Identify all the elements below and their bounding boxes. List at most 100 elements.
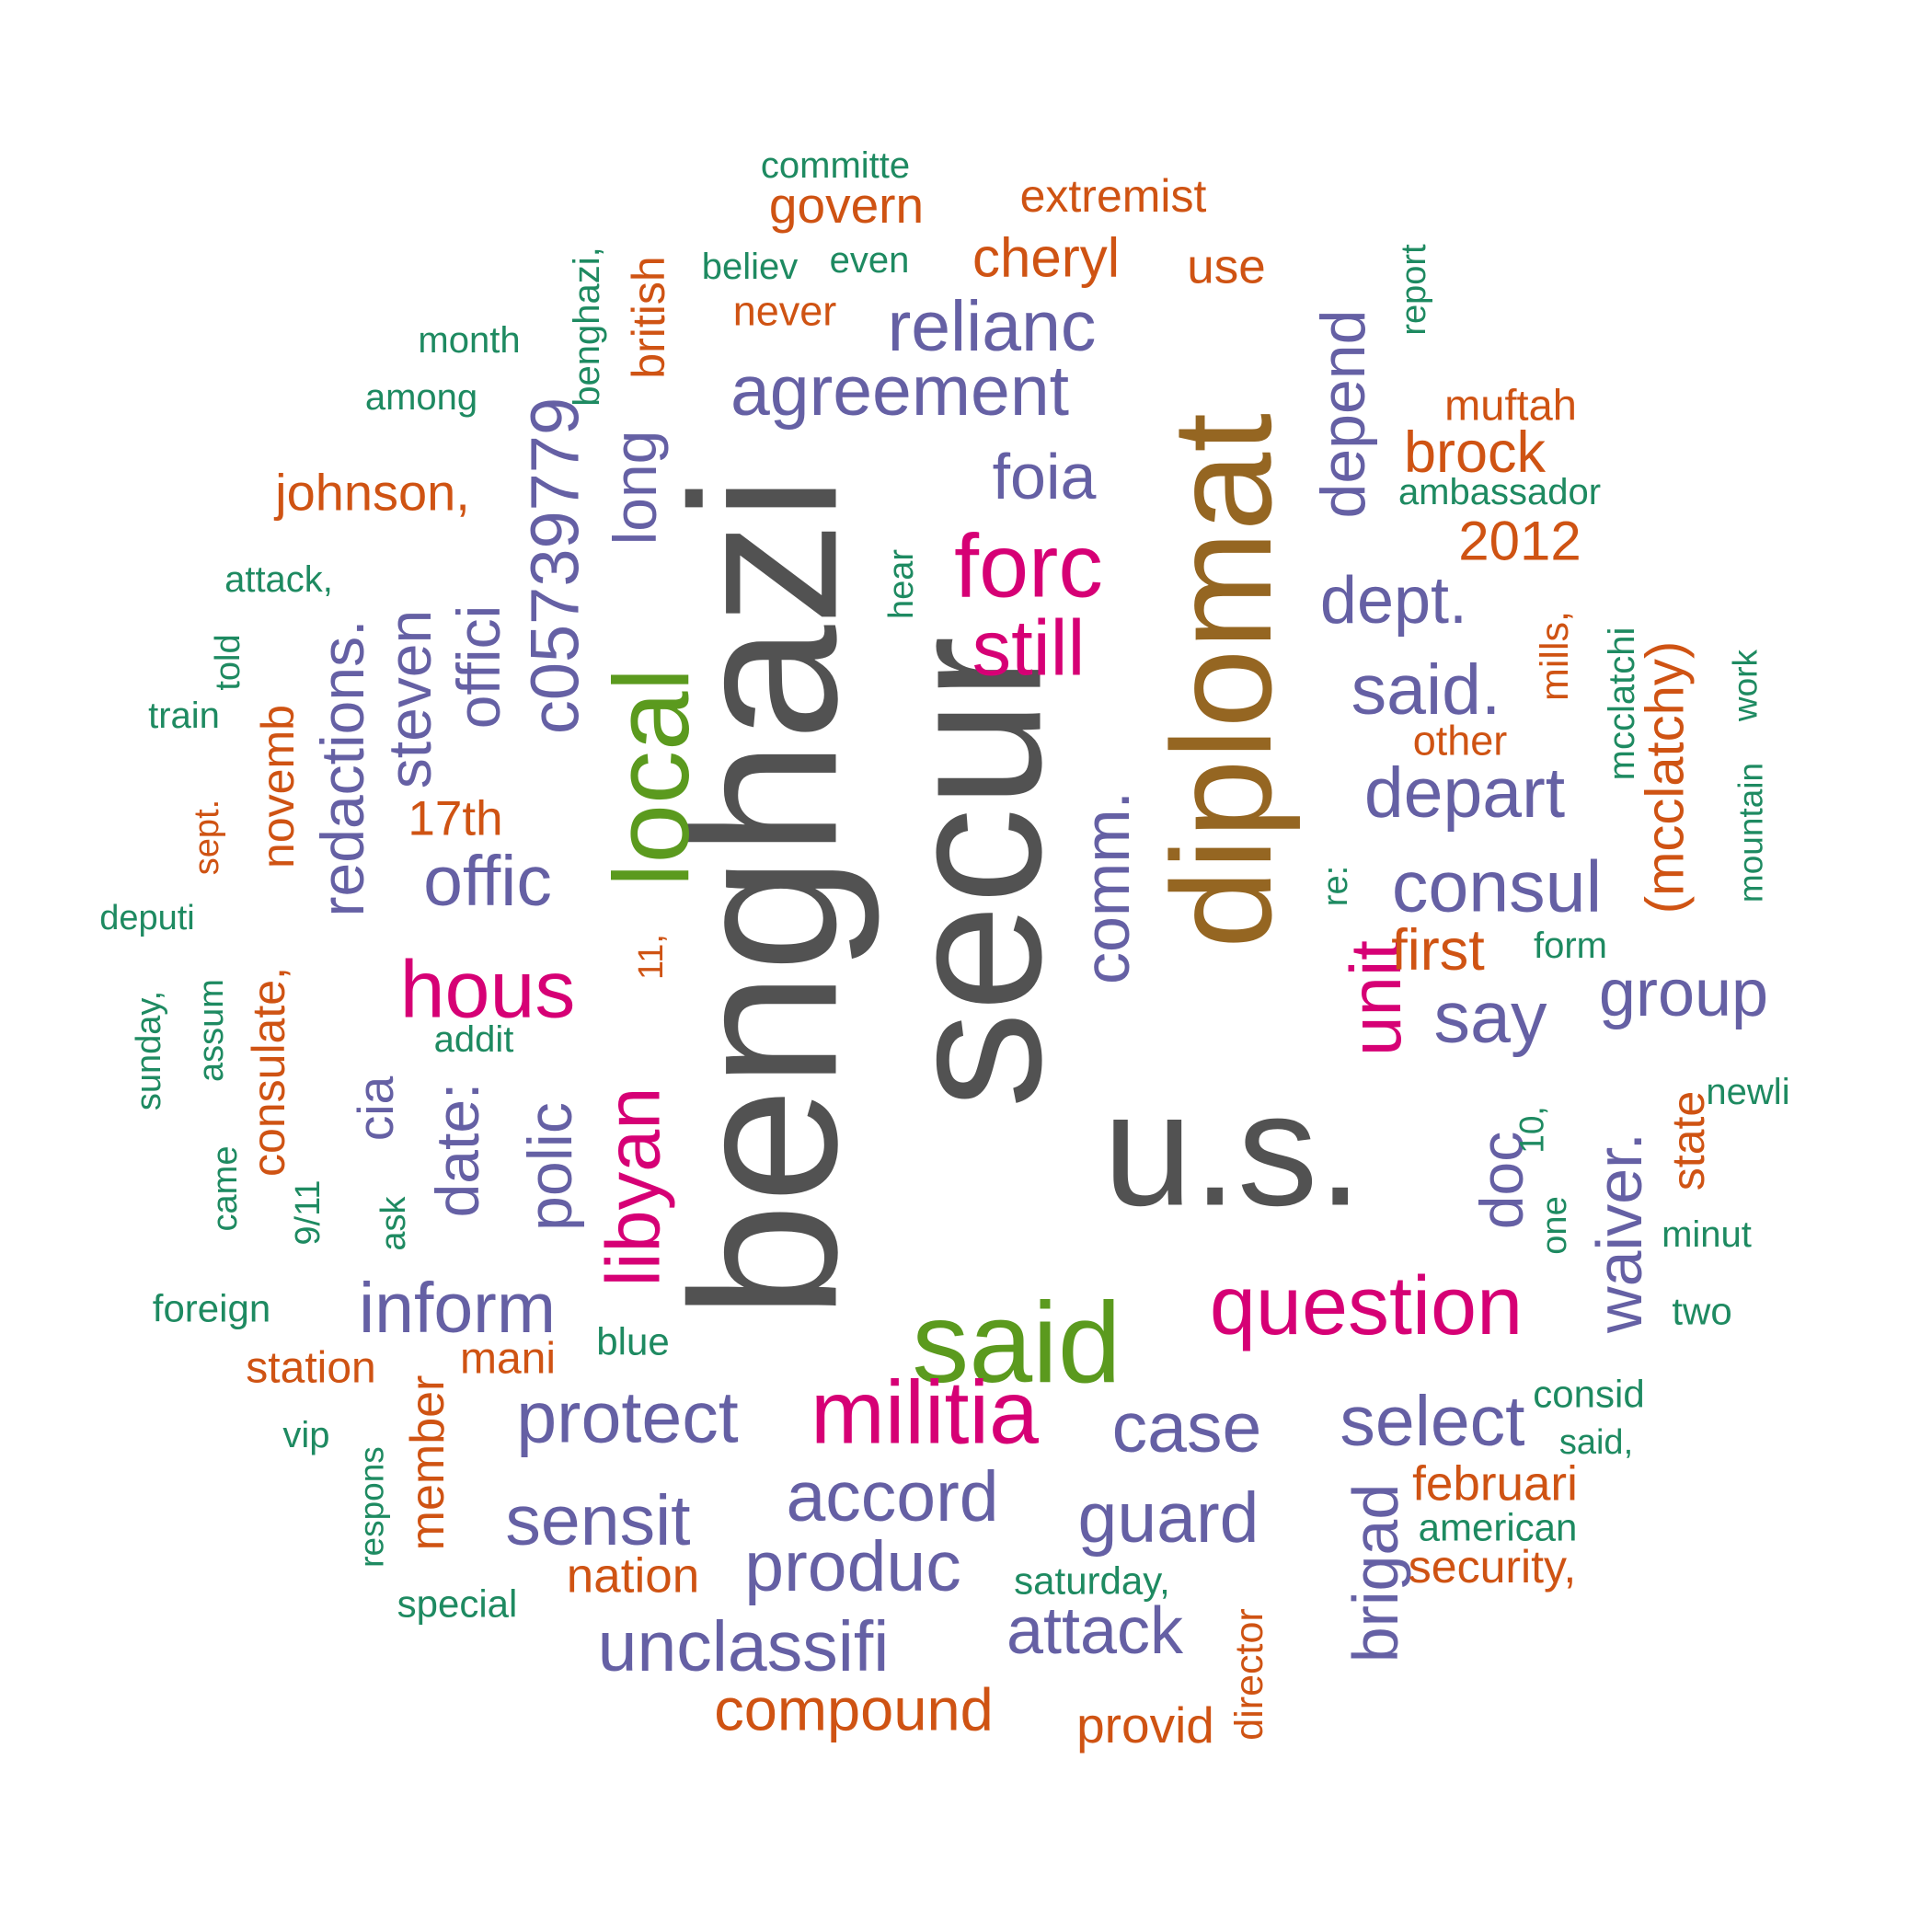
cloud-word: hous <box>400 944 576 1035</box>
cloud-word: british <box>623 256 674 378</box>
cloud-word: polic <box>515 1102 585 1231</box>
cloud-word: first <box>1391 918 1485 983</box>
cloud-word: forc <box>954 516 1103 616</box>
cloud-word: work <box>1727 649 1765 722</box>
cloud-word: assum <box>192 979 231 1082</box>
cloud-word: saturday, <box>1014 1559 1170 1603</box>
cloud-word: dept. <box>1320 564 1467 638</box>
cloud-word: 17th <box>408 792 502 846</box>
cloud-word: doc <box>1467 1132 1535 1229</box>
cloud-word: state <box>1662 1091 1714 1190</box>
cloud-word: foia <box>993 441 1097 512</box>
cloud-word: depend <box>1308 310 1378 519</box>
cloud-word: muftah <box>1444 381 1577 430</box>
cloud-word: novemb <box>252 705 304 868</box>
cloud-word: (mcclatchy) <box>1636 641 1696 914</box>
cloud-word: case <box>1112 1388 1262 1467</box>
cloud-word: foreign <box>153 1287 270 1330</box>
cloud-word: blue <box>596 1320 669 1363</box>
cloud-word: offic <box>423 842 552 921</box>
cloud-word: diplomat <box>1143 413 1301 949</box>
cloud-word: consid <box>1533 1373 1644 1416</box>
cloud-word: compound <box>714 1676 994 1743</box>
cloud-word: februari <box>1412 1457 1578 1512</box>
cloud-word: said <box>912 1280 1121 1407</box>
cloud-word: attack, <box>224 559 333 600</box>
cloud-word: c05739779 <box>517 397 593 734</box>
cloud-word: report <box>1395 244 1433 336</box>
cloud-word: mani <box>460 1335 556 1384</box>
cloud-word: mcclatchi <box>1602 627 1642 781</box>
cloud-word: comm. <box>1071 791 1143 984</box>
cloud-word: produc <box>744 1527 960 1606</box>
cloud-word: mountain <box>1732 763 1770 903</box>
cloud-word: redactions. <box>308 620 376 917</box>
cloud-word: committe <box>761 145 910 186</box>
cloud-word: local <box>592 668 711 888</box>
cloud-word: station <box>246 1344 375 1393</box>
cloud-word: waiver. <box>1583 1133 1655 1334</box>
cloud-word: said. <box>1351 650 1501 730</box>
cloud-word: other <box>1413 718 1508 765</box>
cloud-word: nation <box>567 1549 699 1604</box>
cloud-word: 11, <box>632 934 671 980</box>
cloud-word: extremist <box>1020 170 1207 222</box>
cloud-word: told <box>209 634 247 690</box>
cloud-word: 10, <box>1513 1106 1551 1153</box>
cloud-word: provid <box>1076 1696 1214 1754</box>
cloud-word: brigad <box>1340 1484 1411 1663</box>
cloud-word: cheryl <box>972 227 1120 289</box>
cloud-word: came <box>206 1146 245 1232</box>
cloud-word: american <box>1419 1506 1578 1549</box>
cloud-word: depart <box>1364 753 1565 833</box>
cloud-word: guard <box>1078 1478 1259 1558</box>
cloud-word: group <box>1599 957 1768 1030</box>
cloud-word: believ <box>702 247 799 287</box>
cloud-word: form <box>1534 926 1607 966</box>
cloud-word: agreement <box>730 351 1069 431</box>
cloud-word: offici <box>444 605 512 730</box>
cloud-word: sept. <box>188 799 226 875</box>
cloud-word: use <box>1187 240 1265 294</box>
cloud-word: deputi <box>99 899 195 937</box>
cloud-word: addit <box>434 1019 514 1060</box>
cloud-word: even <box>830 240 910 281</box>
cloud-word: 9/11 <box>289 1179 328 1245</box>
cloud-word: said, <box>1559 1423 1633 1462</box>
cloud-word: cia <box>347 1075 404 1141</box>
cloud-word: question <box>1210 1260 1523 1352</box>
cloud-word: select <box>1340 1382 1524 1461</box>
cloud-word: brock <box>1404 420 1547 485</box>
cloud-word: 2012 <box>1458 511 1581 572</box>
cloud-word: newli <box>1706 1072 1789 1112</box>
cloud-word: unit <box>1335 940 1416 1056</box>
cloud-word: govern <box>769 177 924 234</box>
cloud-word: attack <box>1006 1594 1184 1668</box>
cloud-word: member <box>401 1375 454 1551</box>
cloud-word: month <box>418 320 520 361</box>
cloud-word: unclassifi <box>598 1607 890 1686</box>
cloud-word: long <box>601 431 669 546</box>
cloud-word: libyan <box>591 1087 676 1287</box>
cloud-word: ask <box>374 1195 413 1250</box>
cloud-word: u.s. <box>1103 1061 1363 1240</box>
cloud-word: director <box>1227 1608 1271 1740</box>
cloud-word: sunday, <box>130 991 168 1110</box>
cloud-word: security, <box>1409 1541 1576 1593</box>
cloud-word: special <box>397 1582 518 1626</box>
cloud-word: relianc <box>888 287 1097 366</box>
cloud-word: re: <box>1317 866 1355 906</box>
cloud-word: secur <box>866 636 1082 1109</box>
cloud-word: minut <box>1662 1214 1752 1255</box>
cloud-word: hear <box>882 549 921 619</box>
cloud-word: consul <box>1392 845 1602 927</box>
cloud-word: date: <box>423 1083 491 1218</box>
cloud-word: among <box>365 377 477 418</box>
cloud-word: protect <box>516 1376 739 1458</box>
cloud-word: ambassador <box>1398 472 1601 512</box>
cloud-word: one <box>1535 1196 1574 1254</box>
cloud-word: train <box>148 696 220 736</box>
cloud-word: benghazi <box>648 475 880 1318</box>
cloud-word: respons <box>353 1446 391 1568</box>
